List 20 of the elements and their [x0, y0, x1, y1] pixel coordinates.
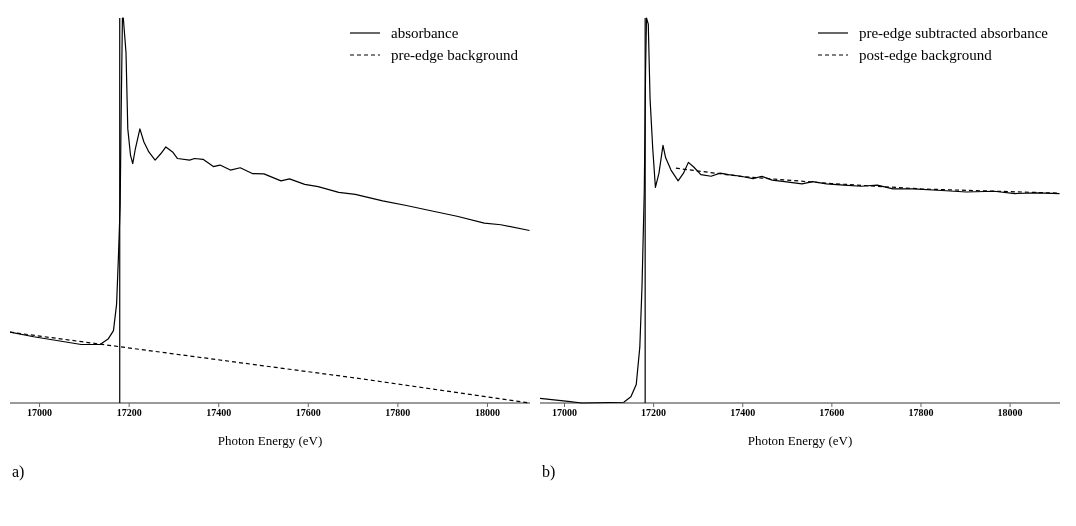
x-tick-label: 17600: [819, 407, 845, 419]
x-tick-label: 18000: [997, 407, 1023, 419]
legend-label: pre-edge subtracted absorbance: [858, 24, 1048, 43]
legend-label: absorbance: [390, 24, 459, 43]
x-tick-label: 17000: [552, 407, 578, 419]
x-tick-label: 17600: [295, 407, 321, 419]
x-tick-label: 17800: [908, 407, 934, 419]
x-tick-label: 17200: [116, 407, 142, 419]
x-axis-title: Photon Energy (eV): [747, 433, 853, 448]
x-tick-label: 18000: [474, 407, 500, 419]
x-axis-title: Photon Energy (eV): [217, 433, 323, 448]
x-tick-label: 17400: [206, 407, 232, 419]
x-tick-label: 17800: [385, 407, 411, 419]
x-tick-label: 17000: [27, 407, 53, 419]
x-tick-label: 17400: [730, 407, 756, 419]
x-tick-label: 17200: [641, 407, 667, 419]
text: b): [541, 463, 557, 481]
legend-label: pre-edge background: [390, 46, 518, 65]
legend-label: post-edge background: [858, 46, 992, 65]
text: a): [11, 463, 26, 481]
